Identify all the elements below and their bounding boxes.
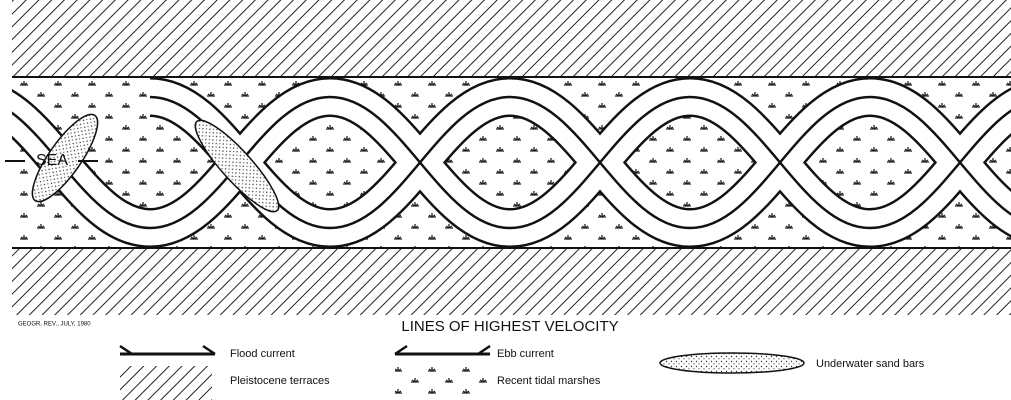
legend-label: Underwater sand bars: [816, 358, 925, 370]
marsh-symbol: [395, 366, 487, 400]
legend-label: Flood current: [230, 348, 295, 360]
legend: Flood current Ebb current Underwater san…: [119, 344, 925, 400]
flood-current: [149, 95, 1011, 230]
ebb-arrow: [394, 344, 491, 356]
sand-symbol: [659, 352, 805, 374]
legend-label: Pleistocene terraces: [230, 375, 330, 387]
sand-bar: [194, 119, 280, 213]
source: GEOGR. REV., JULY, 1980: [18, 322, 91, 328]
legend-label: Ebb current: [497, 348, 554, 360]
sea-label: SEA: [36, 152, 68, 169]
terrace-bottom: [12, 248, 1011, 315]
ebb-current: [12, 95, 1011, 230]
terrace-symbol: [120, 366, 212, 400]
sand-bar: [31, 113, 99, 203]
legend-label: Recent tidal marshes: [497, 375, 601, 387]
flood-arrow: [119, 344, 216, 356]
channels: [12, 77, 1011, 248]
title: LINES OF HIGHEST VELOCITY: [401, 318, 618, 335]
terrace-top: [12, 0, 1011, 77]
